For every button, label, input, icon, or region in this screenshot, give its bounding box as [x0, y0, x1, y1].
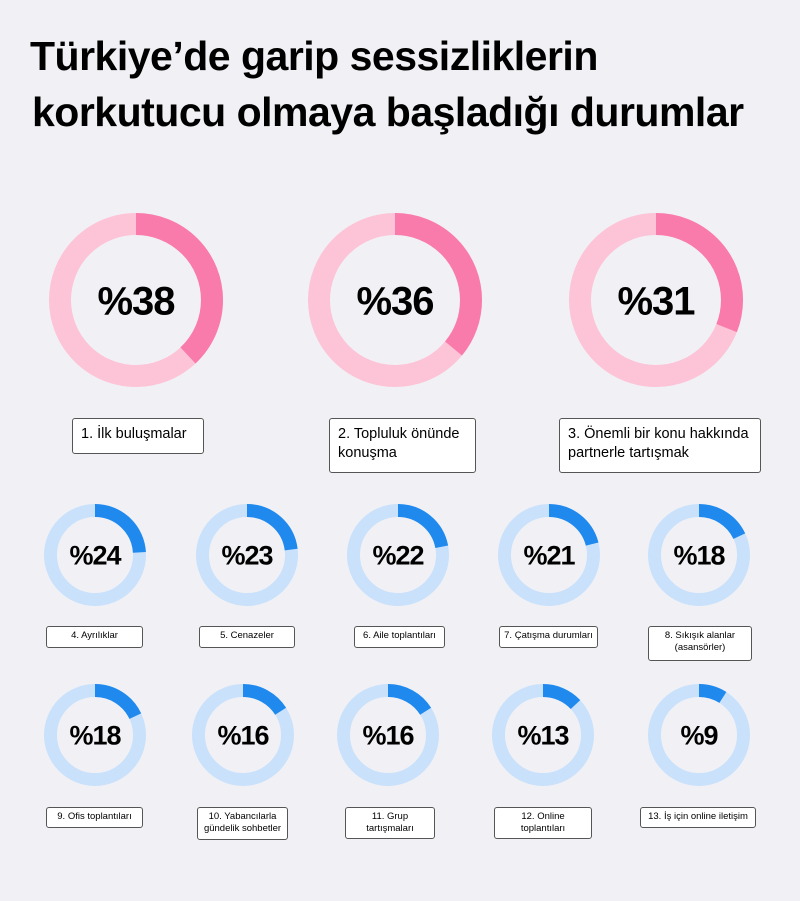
donut-10: %16	[192, 684, 294, 786]
label-5: 5. Cenazeler	[199, 626, 295, 648]
label-7: 7. Çatışma durumları	[499, 626, 598, 648]
donut-value-5: %23	[221, 541, 273, 571]
donut-6: %22	[347, 504, 449, 606]
donut-13: %9	[648, 684, 750, 786]
label-9: 9. Ofis toplantıları	[46, 807, 143, 828]
label-2: 2. Topluluk önünde konuşma	[329, 418, 476, 473]
donut-5: %23	[196, 504, 298, 606]
donut-7: %21	[498, 504, 600, 606]
donut-arc-12	[492, 684, 594, 786]
donut-arc-11	[337, 684, 439, 786]
label-4: 4. Ayrılıklar	[46, 626, 143, 648]
donut-value-10: %16	[217, 721, 269, 751]
donut-arc-7	[498, 504, 600, 606]
donut-value-13: %9	[680, 721, 718, 751]
donut-arc-1	[49, 213, 223, 387]
donut-arc-13	[648, 684, 750, 786]
chart-title-line1: Türkiye’de garip sessizliklerin	[30, 33, 598, 79]
donut-value-8: %18	[673, 541, 725, 571]
donut-3: %31	[569, 213, 743, 387]
donut-1: %38	[49, 213, 223, 387]
donut-12: %13	[492, 684, 594, 786]
donut-arc-9	[44, 684, 146, 786]
donut-8: %18	[648, 504, 750, 606]
donut-value-6: %22	[372, 541, 423, 571]
label-1: 1. İlk buluşmalar	[72, 418, 204, 454]
donut-arc-6	[347, 504, 449, 606]
label-8: 8. Sıkışık alanlar (asansörler)	[648, 626, 752, 661]
donut-arc-4	[44, 504, 146, 606]
label-13: 13. İş için online iletişim	[640, 807, 756, 828]
donut-value-3: %31	[617, 279, 695, 323]
label-10: 10. Yabancılarla gündelik sohbetler	[197, 807, 288, 840]
donut-value-1: %38	[97, 279, 175, 323]
label-3: 3. Önemli bir konu hakkında partnerle ta…	[559, 418, 761, 473]
label-12: 12. Online toplantıları	[494, 807, 592, 839]
chart-title-line2: korkutucu olmaya başladığı durumlar	[32, 89, 744, 135]
chart-title: Türkiye’de garip sessizliklerin korkutuc…	[30, 28, 790, 140]
donut-arc-5	[196, 504, 298, 606]
donut-arc-2	[308, 213, 482, 387]
donut-value-7: %21	[523, 541, 575, 571]
donut-value-12: %13	[517, 721, 569, 751]
donut-4: %24	[44, 504, 146, 606]
donut-9: %18	[44, 684, 146, 786]
donut-value-2: %36	[356, 279, 433, 323]
donut-value-11: %16	[362, 721, 414, 751]
donut-value-4: %24	[69, 541, 121, 571]
donut-arc-3	[569, 213, 743, 387]
donut-value-9: %18	[69, 721, 121, 751]
label-6: 6. Aile toplantıları	[354, 626, 445, 648]
donut-arc-10	[192, 684, 294, 786]
label-11: 11. Grup tartışmaları	[345, 807, 435, 839]
donut-11: %16	[337, 684, 439, 786]
donut-2: %36	[308, 213, 482, 387]
donut-arc-8	[648, 504, 750, 606]
